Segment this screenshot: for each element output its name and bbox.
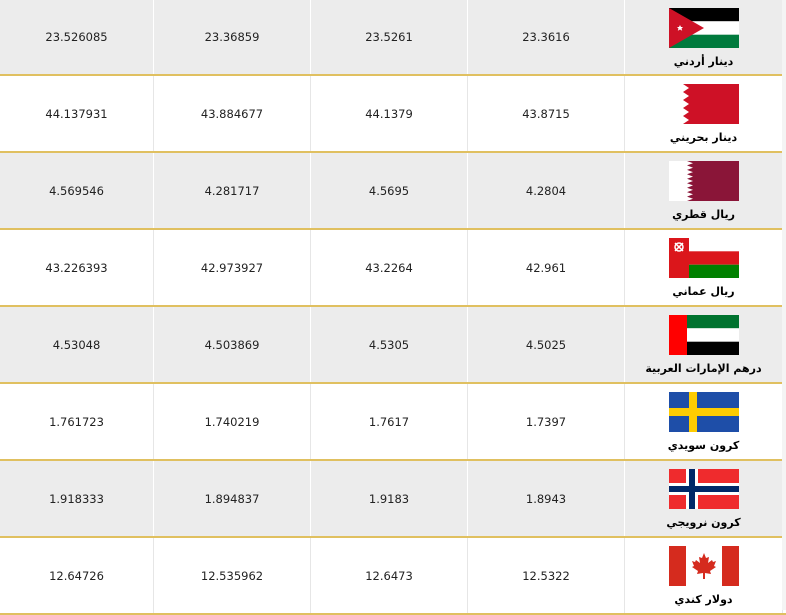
rate-cell: 44.1379 <box>311 76 468 151</box>
rate-cell: 1.9183 <box>311 461 468 536</box>
rate-cell: 42.973927 <box>154 230 311 305</box>
rate-cell: 12.6473 <box>311 538 468 613</box>
rate-cell: 4.5305 <box>311 307 468 382</box>
currency-cell: ريال قطري <box>625 153 783 228</box>
currency-cell: كرون نرويجي <box>625 461 783 536</box>
currency-name: كرون نرويجي <box>666 516 741 529</box>
norway-flag-icon <box>668 469 739 509</box>
rate-cell: 43.2264 <box>311 230 468 305</box>
table-row: 4.569546 4.281717 4.5695 4.2804 ريال قطر… <box>0 153 786 230</box>
currency-name: ريال قطري <box>672 208 735 221</box>
sweden-flag-icon <box>668 392 739 432</box>
currency-cell: كرون سويدي <box>625 384 783 459</box>
currency-name: ريال عماني <box>672 285 735 298</box>
table-row: 43.226393 42.973927 43.2264 42.961 ر <box>0 230 786 307</box>
table-row: 44.137931 43.884677 44.1379 43.8715 دينا… <box>0 76 786 153</box>
rate-cell: 43.8715 <box>468 76 625 151</box>
rate-cell: 4.503869 <box>154 307 311 382</box>
rate-cell: 44.137931 <box>0 76 154 151</box>
qatar-flag-icon <box>668 161 739 201</box>
currency-name: كرون سويدي <box>667 439 740 452</box>
rate-cell: 12.535962 <box>154 538 311 613</box>
rate-cell: 1.918333 <box>0 461 154 536</box>
currency-name: دينار أردني <box>673 55 734 68</box>
table-row: 1.918333 1.894837 1.9183 1.8943 كرون نرو… <box>0 461 786 538</box>
rate-cell: 4.5025 <box>468 307 625 382</box>
rate-cell: 4.281717 <box>154 153 311 228</box>
rate-cell: 1.7397 <box>468 384 625 459</box>
rate-cell: 12.5322 <box>468 538 625 613</box>
rate-cell: 4.5695 <box>311 153 468 228</box>
currency-cell: دولار كندي <box>625 538 783 613</box>
currency-cell: ريال عماني <box>625 230 783 305</box>
currency-name: درهم الإمارات العربية <box>645 362 762 375</box>
rate-cell: 4.569546 <box>0 153 154 228</box>
currency-name: دولار كندي <box>674 593 733 606</box>
scrollbar-track[interactable] <box>782 0 786 610</box>
currency-cell: دينار أردني <box>625 0 783 74</box>
rate-cell: 1.761723 <box>0 384 154 459</box>
table-row: 12.64726 12.535962 12.6473 12.5322 دولار… <box>0 538 786 615</box>
rate-cell: 4.2804 <box>468 153 625 228</box>
rate-cell: 12.64726 <box>0 538 154 613</box>
rate-cell: 1.8943 <box>468 461 625 536</box>
currency-cell: دينار بحريني <box>625 76 783 151</box>
bahrain-flag-icon <box>668 84 739 124</box>
table-row: 1.761723 1.740219 1.7617 1.7397 كرون سوي… <box>0 384 786 461</box>
rate-cell: 1.740219 <box>154 384 311 459</box>
rate-cell: 23.526085 <box>0 0 154 74</box>
jordan-flag-icon <box>668 8 739 48</box>
oman-flag-icon <box>668 238 739 278</box>
rate-cell: 1.894837 <box>154 461 311 536</box>
uae-flag-icon <box>668 315 739 355</box>
rate-cell: 43.884677 <box>154 76 311 151</box>
rate-cell: 43.226393 <box>0 230 154 305</box>
rate-cell: 23.36859 <box>154 0 311 74</box>
table-row: 4.53048 4.503869 4.5305 4.5025 درهم الإم… <box>0 307 786 384</box>
table-row: 23.526085 23.36859 23.5261 23.3616 دينار… <box>0 0 786 76</box>
rate-cell: 42.961 <box>468 230 625 305</box>
rate-cell: 4.53048 <box>0 307 154 382</box>
currency-cell: درهم الإمارات العربية <box>625 307 783 382</box>
currency-name: دينار بحريني <box>669 131 738 144</box>
rate-cell: 23.3616 <box>468 0 625 74</box>
rate-cell: 1.7617 <box>311 384 468 459</box>
rate-cell: 23.5261 <box>311 0 468 74</box>
canada-flag-icon <box>668 546 739 586</box>
